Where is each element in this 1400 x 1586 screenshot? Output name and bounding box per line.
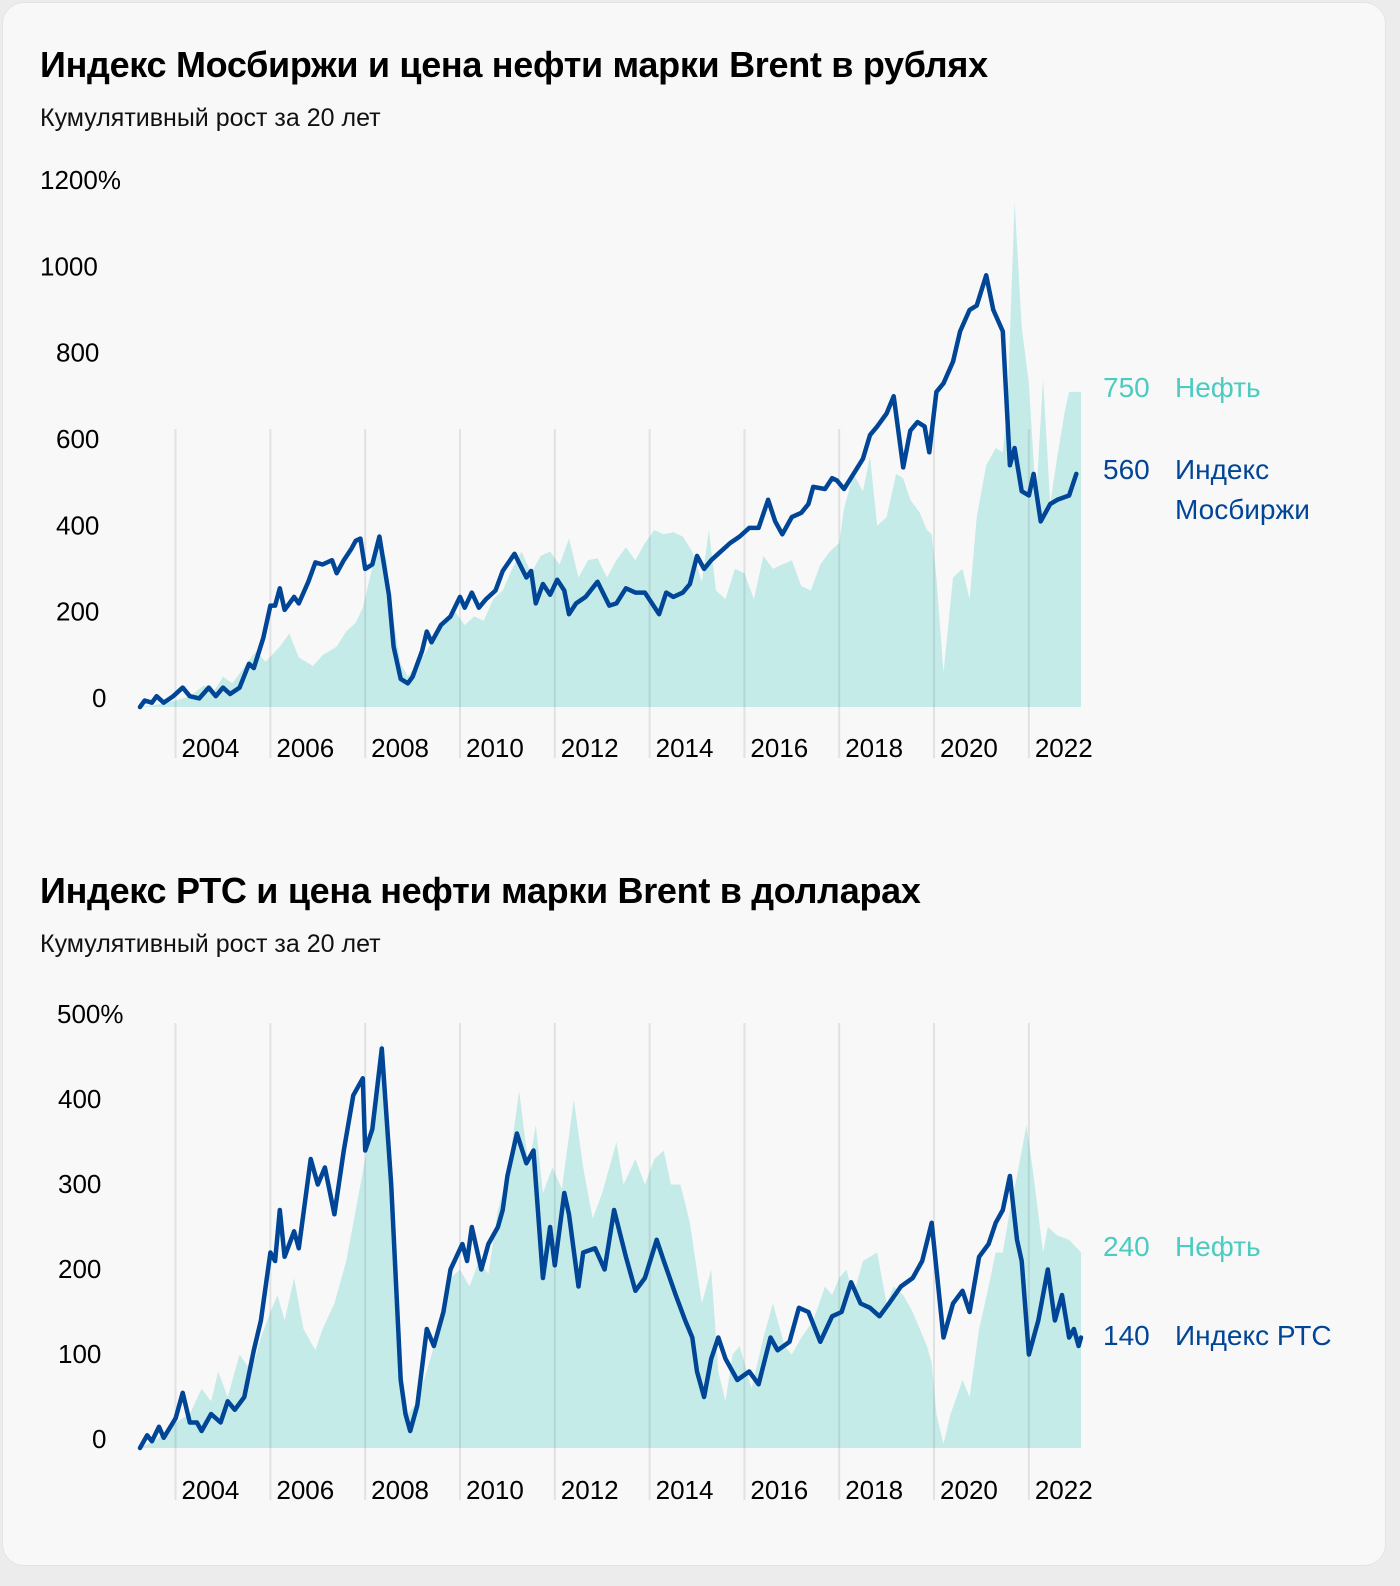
x-tick-label: 2018 xyxy=(845,733,903,763)
y-tick-label: 200 xyxy=(58,1254,101,1284)
x-tick-label: 2020 xyxy=(940,1475,998,1505)
chart1-title: Индекс Мосбиржи и цена нефти марки Brent… xyxy=(40,44,988,85)
x-tick-label: 2010 xyxy=(466,1475,524,1505)
y-tick-label: 0 xyxy=(92,683,106,713)
x-tick-label: 2012 xyxy=(561,1475,619,1505)
y-tick-label: 500% xyxy=(57,999,124,1029)
x-tick-label: 2006 xyxy=(276,1475,334,1505)
oil-area xyxy=(140,201,1081,707)
index-end-value: 560 xyxy=(1103,454,1150,485)
index-legend-label: Мосбиржи xyxy=(1175,494,1310,525)
x-tick-label: 2006 xyxy=(276,733,334,763)
x-tick-label: 2012 xyxy=(561,733,619,763)
x-tick-label: 2016 xyxy=(750,1475,808,1505)
oil-end-value: 240 xyxy=(1103,1231,1150,1262)
y-tick-label: 100 xyxy=(58,1339,101,1369)
chart2-title: Индекс РТС и цена нефти марки Brent в до… xyxy=(40,870,921,911)
x-tick-label: 2014 xyxy=(656,733,714,763)
x-tick-label: 2018 xyxy=(845,1475,903,1505)
x-tick-label: 2008 xyxy=(371,1475,429,1505)
y-tick-label: 1000 xyxy=(40,251,98,281)
index-legend-label: Индекс xyxy=(1175,454,1269,485)
index-line xyxy=(137,1046,1084,1451)
x-tick-label: 2004 xyxy=(182,733,240,763)
y-tick-label: 400 xyxy=(58,1084,101,1114)
oil-end-value: 750 xyxy=(1103,372,1150,403)
x-tick-label: 2008 xyxy=(371,733,429,763)
chart-moex-vs-brent-rub: 2004 2006 2008 2010 2012 2014 2016 2018 2020 2022… xyxy=(40,165,1310,763)
x-tick-label: 2022 xyxy=(1035,733,1093,763)
chart2-subtitle: Кумулятивный рост за 20 лет xyxy=(40,930,381,958)
x-tick-label: 2014 xyxy=(656,1475,714,1505)
y-tick-label: 400 xyxy=(56,510,99,540)
x-tick-label: 2016 xyxy=(750,733,808,763)
y-tick-label: 0 xyxy=(92,1424,106,1454)
x-tick-label: 2020 xyxy=(940,733,998,763)
x-tick-label: 2010 xyxy=(466,733,524,763)
oil-legend-label: Нефть xyxy=(1175,1231,1261,1262)
index-end-value: 140 xyxy=(1103,1320,1150,1351)
x-tick-label: 2022 xyxy=(1035,1475,1093,1505)
index-legend-label: Индекс РТС xyxy=(1175,1320,1332,1351)
y-tick-label: 600 xyxy=(56,424,99,454)
y-tick-label: 1200% xyxy=(40,165,121,195)
x-tick-label: 2004 xyxy=(182,1475,240,1505)
y-tick-label: 200 xyxy=(56,597,99,627)
chart1-subtitle: Кумулятивный рост за 20 лет xyxy=(40,104,381,132)
index-line xyxy=(137,273,1079,710)
oil-legend-label: Нефть xyxy=(1175,372,1261,403)
y-tick-label: 300 xyxy=(58,1169,101,1199)
y-tick-label: 800 xyxy=(56,338,99,368)
